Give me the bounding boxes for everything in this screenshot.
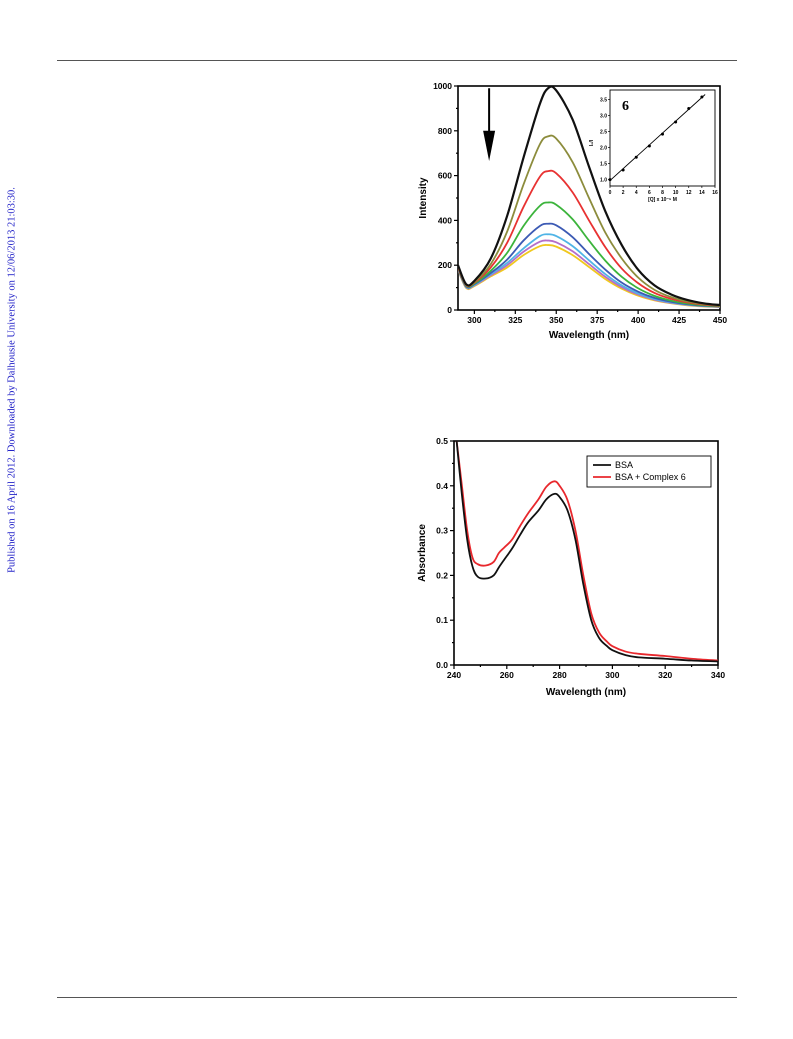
absorbance-line [455,441,718,662]
y-tick-label: 0.0 [436,660,448,670]
inset-y-tick-label: 3.0 [600,113,607,119]
x-tick-label: 350 [549,315,563,325]
x-axis-label: Wavelength (nm) [546,687,626,698]
y-tick-label: 0 [447,305,452,315]
x-tick-label: 280 [553,670,567,680]
header-rule [57,60,737,61]
y-tick-label: 400 [438,215,452,225]
inset-y-axis-label: I₀/I [589,139,595,146]
y-tick-label: 0.4 [436,481,448,491]
fluorescence-chart: 300 325 350 375 400 425 450 0 200 400 600 800 1000 Wa… [418,81,727,341]
x-tick-label: 300 [467,315,481,325]
inset-background [610,90,715,186]
legend-box [586,455,712,488]
inset-data-point [634,155,638,159]
inset-x-tick-label: 16 [712,190,718,196]
legend-label: BSA + Complex 6 [615,472,686,482]
y-tick-label: 0.5 [436,436,448,446]
inset-y-tick-label: 1.5 [600,161,607,167]
inset-data-point [608,178,612,182]
x-tick-label: 325 [508,315,522,325]
spectrum-line [458,222,720,308]
x-tick-label: 425 [672,315,686,325]
inset-x-axis-label: [Q] x 10⁻⁶ M [648,197,677,203]
inset-x-tick-label: 6 [648,190,651,196]
quench-arrow-head [483,130,496,162]
download-notice: Published on 16 April 2012. Downloaded b… [2,120,22,640]
x-tick-label: 450 [713,315,727,325]
y-tick-label: 0.2 [436,570,448,580]
x-tick-label: 400 [631,315,645,325]
y-tick-label: 0.3 [436,526,448,536]
y-tick-label: 600 [438,171,452,181]
inset-data-point [621,168,625,172]
inset-y-tick-label: 3.5 [600,97,607,103]
inset-label: 6 [622,99,629,114]
x-tick-label: 240 [447,670,461,680]
x-tick-label: 260 [500,670,514,680]
spectrum-line [458,169,720,307]
y-tick-label: 200 [438,260,452,270]
inset-x-tick-label: 0 [609,190,612,196]
spectrum-line [458,201,720,308]
inset-y-tick-label: 1.0 [600,177,607,183]
y-tick-label: 0.1 [436,615,448,625]
inset-x-tick-label: 14 [699,190,705,196]
inset-x-tick-label: 8 [661,190,664,196]
inset-x-tick-label: 10 [673,190,679,196]
y-tick-label: 800 [438,126,452,136]
download-notice-text: Published on 16 April 2012. Downloaded b… [6,187,18,573]
inset-x-tick-label: 12 [686,190,692,196]
inset-data-point [687,107,691,111]
x-tick-label: 320 [658,670,672,680]
y-axis-label: Absorbance [417,524,428,582]
inset-y-tick-label: 2.5 [600,129,607,135]
x-tick-label: 340 [711,670,725,680]
inset-data-point [647,144,651,148]
inset-x-tick-label: 4 [635,190,638,196]
inset-data-point [700,95,704,99]
spectrum-line [458,134,720,307]
y-axis-label: Intensity [418,177,429,219]
inset-y-tick-label: 2.0 [600,145,607,151]
y-tick-label: 1000 [433,81,452,91]
legend-label: BSA [615,460,633,470]
footer-rule [57,997,737,998]
x-axis-label: Wavelength (nm) [549,330,629,341]
inset-data-point [661,132,664,136]
inset-data-point [674,120,678,124]
absorbance-chart: 240 260 280 300 320 340 0.0 0.1 0.2 0.3 0.4 0.5 Wave… [417,436,725,698]
x-tick-label: 375 [590,315,604,325]
inset-x-tick-label: 2 [622,190,625,196]
x-tick-label: 300 [605,670,619,680]
spectrum-line [458,86,720,307]
inset-plot: 0 2 4 6 8 10 12 14 16 1.0 1.5 2.0 2.5 3.0 3.5 [Q] x 10⁻… [589,89,718,203]
absorbance-line [455,441,718,663]
